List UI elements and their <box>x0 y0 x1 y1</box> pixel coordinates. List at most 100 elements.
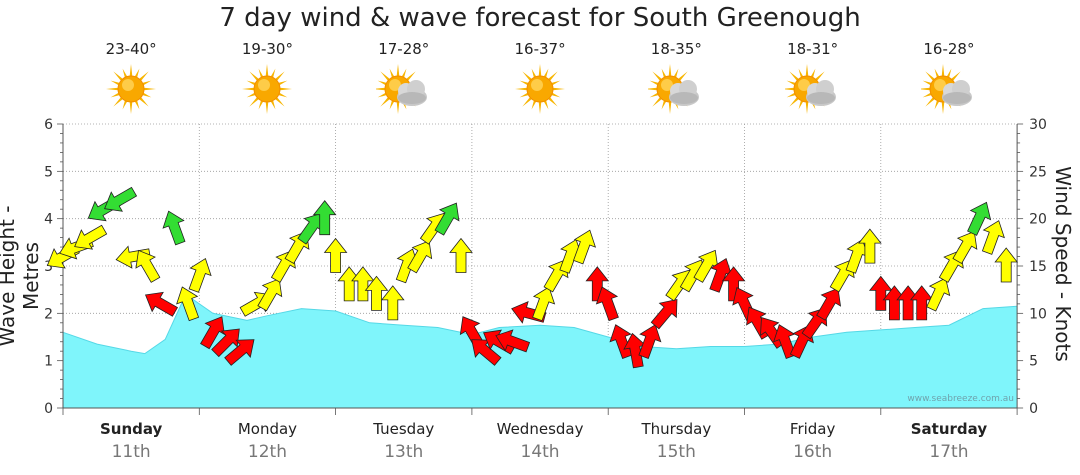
left-tick-label: 2 <box>44 306 53 322</box>
wind-arrow-shape <box>200 316 225 350</box>
wind-arrow <box>135 249 161 283</box>
left-tick-label: 0 <box>44 401 53 417</box>
wind-arrow-shape <box>176 286 200 322</box>
partly-cloudy-icon <box>781 64 841 114</box>
temperature-range: 17-28° <box>378 40 430 58</box>
wind-arrow <box>337 266 362 302</box>
wind-arrow <box>595 286 619 322</box>
day-name: Thursday <box>641 420 712 438</box>
wind-arrow-shape <box>449 237 473 273</box>
day-forecast-tuesday: 17-28° <box>344 40 464 114</box>
day-forecast-thursday: 18-35° <box>616 40 736 114</box>
wind-arrow-shape <box>188 257 212 293</box>
day-name: Monday <box>237 420 298 438</box>
day-name: Saturday <box>910 420 988 438</box>
wind-arrow <box>638 324 662 359</box>
day-date: 11th <box>111 442 151 462</box>
wind-arrow <box>449 237 473 273</box>
wind-arrow <box>188 257 212 293</box>
day-forecast-monday: 19-30° <box>207 40 327 114</box>
wave-height-area <box>63 294 1018 408</box>
wind-arrow-shape <box>595 286 619 322</box>
left-tick-label: 5 <box>44 164 53 180</box>
wind-arrow-shape <box>364 275 389 311</box>
wind-arrow <box>994 247 1019 283</box>
wind-arrow-shape <box>434 202 460 236</box>
wind-arrow-shape <box>257 278 283 312</box>
wind-arrow-shape <box>773 324 797 359</box>
wind-arrow-shape <box>135 249 161 283</box>
partly-cloudy-icon <box>645 64 704 114</box>
wind-arrow-shape <box>967 201 992 236</box>
wind-arrow <box>532 286 556 322</box>
wind-arrow <box>224 339 255 366</box>
wind-arrow-shape <box>573 229 597 265</box>
wind-arrow <box>162 210 186 246</box>
wind-arrow-shape <box>882 285 907 321</box>
temperature-range: 18-31° <box>787 40 839 58</box>
left-tick-label: 6 <box>44 117 53 133</box>
right-tick-label: 20 <box>1029 212 1047 228</box>
temperature-range: 18-35° <box>650 40 702 58</box>
wind-arrow-shape <box>380 285 405 321</box>
sun-icon <box>239 64 295 114</box>
wind-arrow-shape <box>104 186 138 212</box>
wind-arrow <box>896 285 920 321</box>
day-name: Sunday <box>99 420 163 438</box>
day-name: Tuesday <box>373 420 435 438</box>
day-name: Friday <box>789 420 836 438</box>
wind-arrow-shape <box>896 285 920 321</box>
day-date: 13th <box>384 442 424 462</box>
temperature-range: 23-40° <box>105 40 157 58</box>
right-tick-label: 25 <box>1029 164 1047 180</box>
sun-icon <box>103 64 159 114</box>
wind-arrow <box>434 202 460 236</box>
wind-arrow-shape <box>337 266 362 302</box>
wind-arrow-shape <box>994 247 1019 283</box>
partly-cloudy-icon <box>917 64 977 114</box>
day-forecast-friday: 18-31° <box>753 40 873 114</box>
wind-arrow-shape <box>816 287 842 321</box>
wind-arrow-shape <box>323 237 348 273</box>
day-date: 12th <box>247 442 287 462</box>
wind-arrow-shape <box>162 210 186 246</box>
temperature-range: 19-30° <box>241 40 293 58</box>
wind-arrow-shape <box>609 324 633 359</box>
wind-arrow <box>200 316 225 350</box>
temperature-range: 16-37° <box>514 40 566 58</box>
day-forecast-wednesday: 16-37° <box>480 40 600 114</box>
wind-arrow <box>74 224 108 250</box>
wind-arrow <box>650 299 678 330</box>
wind-arrow-shape <box>760 317 786 349</box>
day-date: 17th <box>929 442 969 462</box>
wind-arrow-shape <box>650 299 678 330</box>
wind-arrow <box>211 328 240 358</box>
wind-arrow <box>952 230 978 265</box>
wind-arrow <box>816 287 842 321</box>
day-forecast-saturday: 16-28° <box>889 40 1009 114</box>
wind-arrow <box>144 291 179 317</box>
wind-arrow <box>882 285 907 321</box>
right-tick-label: 15 <box>1029 259 1047 275</box>
left-tick-label: 3 <box>44 259 53 275</box>
wind-arrow <box>573 229 597 265</box>
left-tick-label: 4 <box>44 212 53 228</box>
wind-arrow <box>609 324 633 359</box>
right-tick-label: 5 <box>1029 354 1038 370</box>
right-tick-label: 10 <box>1029 306 1047 322</box>
wind-arrow <box>773 324 797 359</box>
wind-arrow <box>981 220 1005 255</box>
wind-arrow <box>323 237 348 273</box>
wind-arrow-shape <box>981 220 1005 255</box>
wind-arrow-shape <box>926 277 951 312</box>
wind-arrow-shape <box>144 291 179 317</box>
wind-arrow-shape <box>495 329 531 353</box>
wind-arrow-shape <box>952 230 978 265</box>
wind-arrow-shape <box>312 200 337 236</box>
sun-icon <box>512 64 568 114</box>
wind-arrow <box>760 317 786 349</box>
wind-arrow <box>312 200 337 236</box>
day-forecast-sunday: 23-40° <box>71 40 191 114</box>
wind-arrow <box>380 285 405 321</box>
